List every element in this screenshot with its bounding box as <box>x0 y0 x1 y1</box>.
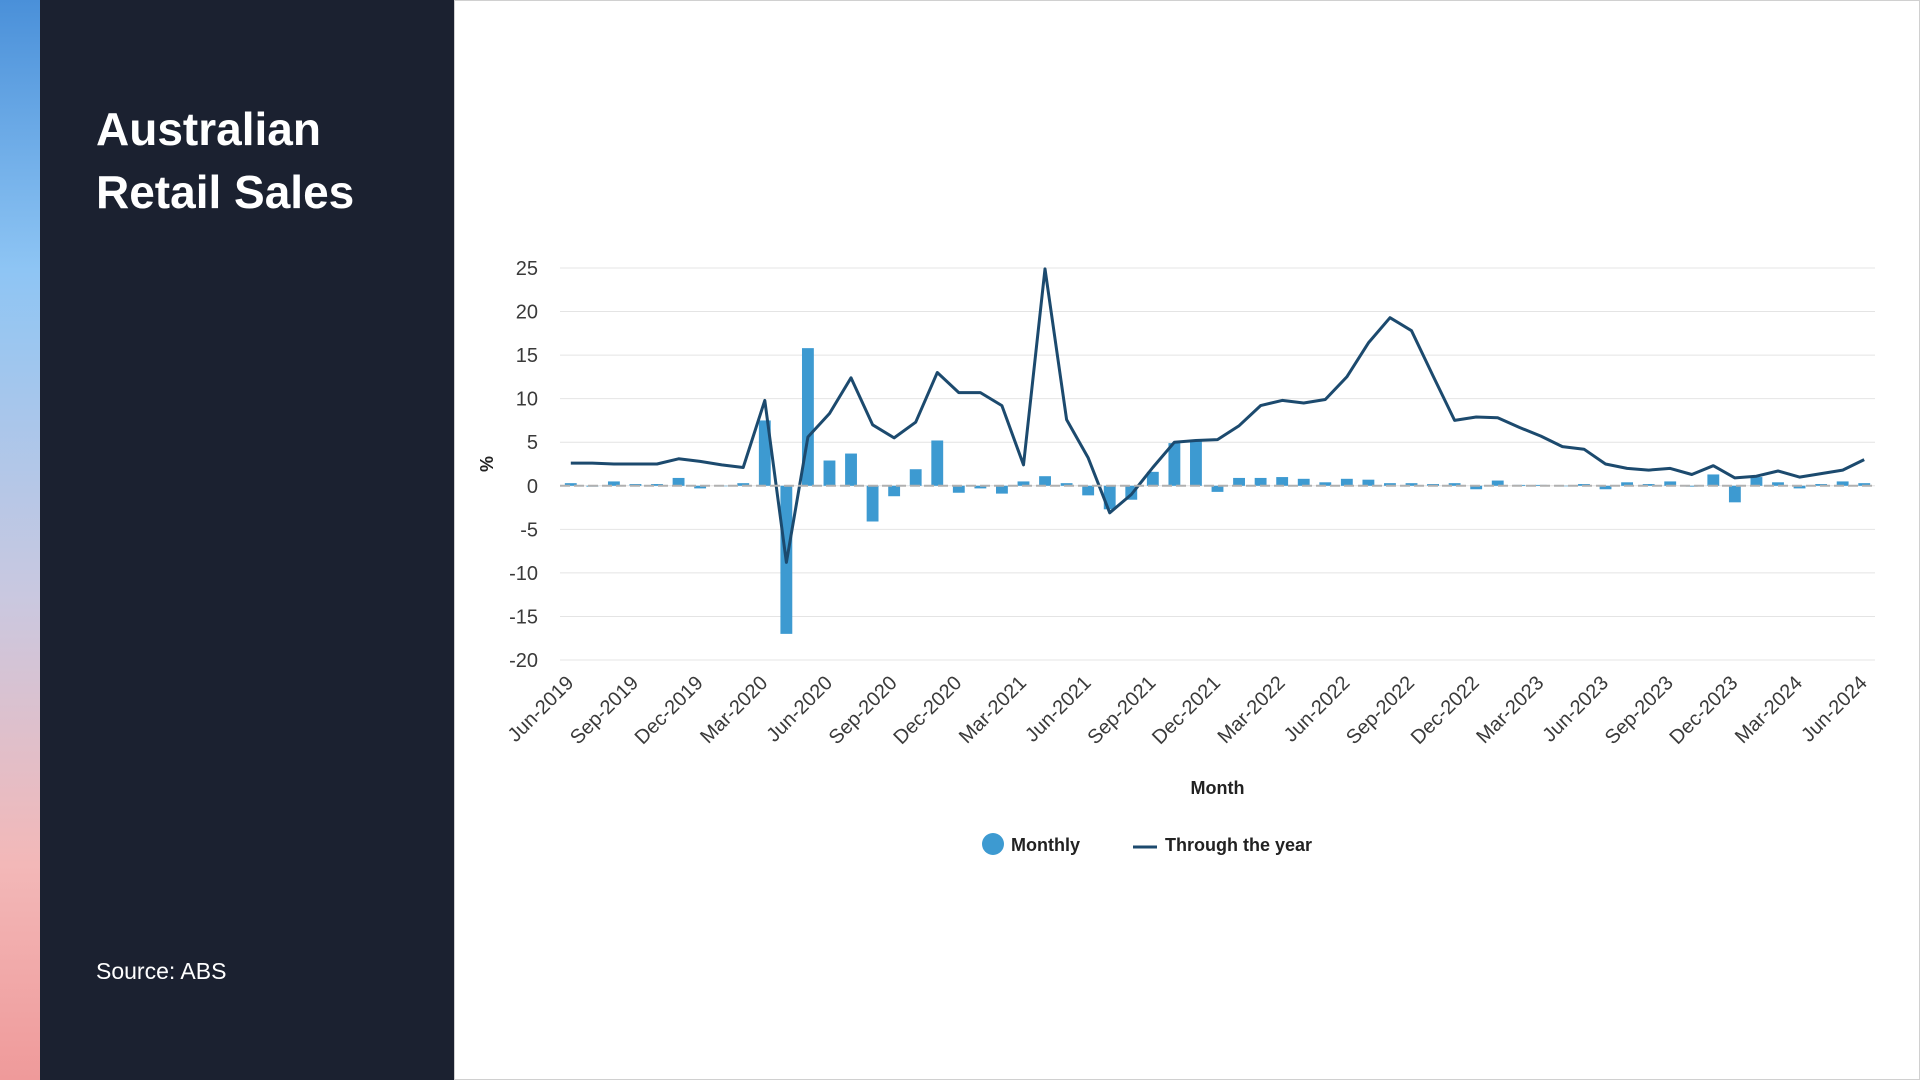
monthly-bar <box>1793 485 1806 489</box>
monthly-bar <box>1039 476 1051 486</box>
monthly-bar <box>1362 479 1375 486</box>
legend-monthly-label: Monthly <box>1011 835 1080 855</box>
monthly-bar <box>1060 483 1073 486</box>
x-tick-label: Dec-2020 <box>889 672 966 749</box>
monthly-bar <box>866 485 879 522</box>
retail-sales-chart: 2520151050-5-10-15-20Jun-2019Sep-2019Dec… <box>477 258 1875 855</box>
x-tick-label: Sep-2023 <box>1601 672 1678 749</box>
monthly-bar <box>1491 480 1504 486</box>
monthly-bar <box>1621 482 1634 486</box>
monthly-bar <box>1276 477 1289 486</box>
monthly-bar <box>888 485 901 497</box>
monthly-bar <box>758 420 771 486</box>
monthly-bar <box>823 460 836 486</box>
monthly-bar <box>1750 477 1763 486</box>
y-tick-label: 20 <box>516 302 538 324</box>
monthly-bar <box>1772 482 1784 486</box>
monthly-bar <box>651 484 663 486</box>
monthly-bar <box>1599 485 1612 490</box>
chart-area: 25 20 15 10 5 0 -5 -10 -15 -20 Jun-2019 Sep-2019 Dec… <box>454 0 1920 1080</box>
y-tick-label: 0 <box>527 476 538 498</box>
monthly-bar <box>952 485 965 493</box>
x-tick-label: Jun-2024 <box>1797 672 1872 747</box>
monthly-bar <box>1211 485 1224 492</box>
monthly-bar <box>1319 482 1332 486</box>
y-tick-label: 25 <box>516 258 538 280</box>
y-tick-label: -20 <box>509 650 538 672</box>
through-the-year-line <box>570 267 1865 564</box>
monthly-bar <box>1384 483 1396 486</box>
y-tick-label: -15 <box>509 606 538 628</box>
monthly-bar <box>1297 478 1310 486</box>
x-tick-label: Mar-2024 <box>1731 672 1807 748</box>
monthly-bar <box>801 348 814 486</box>
monthly-bar <box>1017 481 1030 486</box>
x-tick-label: Dec-2021 <box>1148 672 1225 749</box>
monthly-bar <box>1254 477 1267 486</box>
monthly-bar <box>1470 485 1483 490</box>
legend-through-the-year-label: Through the year <box>1165 835 1312 855</box>
monthly-bar <box>1190 439 1202 486</box>
monthly-bar <box>1103 485 1116 510</box>
x-tick-label: Sep-2020 <box>825 672 902 749</box>
monthly-bar <box>974 485 987 489</box>
x-tick-label: Sep-2021 <box>1083 672 1160 749</box>
monthly-bar <box>1168 443 1181 486</box>
monthly-bar <box>1448 483 1461 486</box>
monthly-bar <box>1642 484 1655 486</box>
monthly-bar <box>607 481 620 486</box>
monthly-bar <box>1728 485 1741 503</box>
monthly-bar <box>909 469 922 486</box>
y-axis-title: % <box>477 456 497 472</box>
side-panel: Australian Retail Sales Source: ABS <box>40 0 454 1080</box>
monthly-bar <box>1340 478 1353 486</box>
accent-strip <box>0 0 40 1080</box>
monthly-bar <box>1405 483 1418 486</box>
monthly-bar <box>995 485 1008 494</box>
x-tick-label: Sep-2022 <box>1342 672 1419 749</box>
monthly-bar <box>931 440 944 486</box>
monthly-bar <box>672 477 685 486</box>
x-tick-label: Mar-2022 <box>1214 672 1290 748</box>
monthly-bar <box>564 483 577 486</box>
legend-monthly-marker <box>982 833 1004 855</box>
through-the-year-series-line <box>570 267 1865 564</box>
monthly-bar <box>1836 481 1849 486</box>
monthly-bar <box>1082 485 1095 496</box>
x-tick-label: Dec-2022 <box>1407 672 1484 749</box>
monthly-bars <box>564 348 1871 634</box>
y-tick-label: -10 <box>509 563 538 585</box>
slide-title: Australian Retail Sales <box>96 103 355 218</box>
monthly-bar <box>1685 485 1698 487</box>
y-tick-label: 15 <box>516 345 538 367</box>
monthly-bar <box>1664 481 1677 486</box>
x-axis-title: Month <box>1191 778 1245 798</box>
monthly-bar <box>737 483 750 486</box>
monthly-bar <box>694 485 707 489</box>
monthly-bar <box>845 453 857 486</box>
monthly-bar <box>1707 474 1720 486</box>
x-tick-label: Mar-2020 <box>696 672 772 748</box>
monthly-bar <box>1146 471 1159 486</box>
y-tick-label: 5 <box>527 432 538 454</box>
x-tick-label: Mar-2021 <box>955 672 1031 748</box>
legend: Monthly Through the year <box>982 833 1312 855</box>
x-tick-label: Dec-2023 <box>1666 672 1743 749</box>
x-tick-label: Mar-2023 <box>1472 672 1548 748</box>
x-tick-label: Dec-2019 <box>631 672 708 749</box>
y-tick-label: -5 <box>520 519 538 541</box>
grid-layer <box>560 267 1875 661</box>
x-tick-label: Sep-2019 <box>566 672 643 749</box>
axes: 2520151050-5-10-15-20Jun-2019Sep-2019Dec… <box>477 258 1875 798</box>
monthly-bar <box>1233 477 1245 486</box>
y-tick-label: 10 <box>516 389 538 411</box>
source-note: Source: ABS <box>96 958 227 984</box>
monthly-bar <box>1858 483 1871 486</box>
